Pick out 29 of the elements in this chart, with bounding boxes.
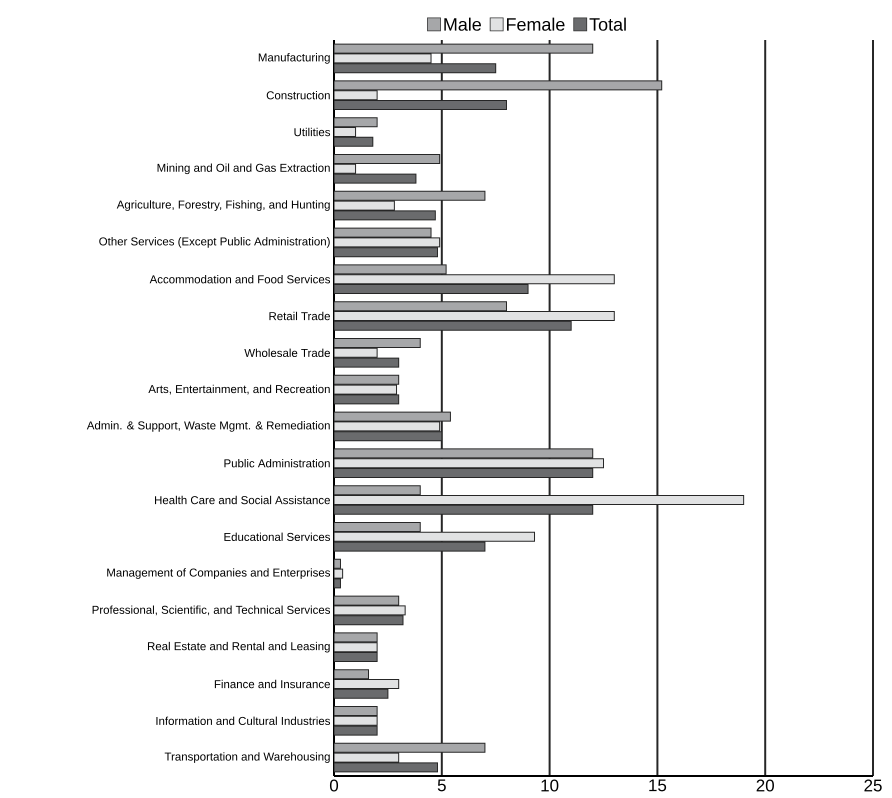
y-tick-label: Wholesale Trade (244, 348, 330, 357)
y-tick-label: Finance and Insurance (214, 680, 330, 688)
y-tick-label: Real Estate and Rental and Leasing (148, 642, 330, 653)
y-tick-label: Professional, Scientific, and Technical Services (92, 606, 330, 616)
y-tick-label: Construction (266, 90, 330, 100)
y-tick-label: Utilities (294, 128, 330, 136)
y-tick-label: Retail Trade (269, 312, 330, 320)
y-tick-label: Information and Cultural Industries (156, 716, 330, 725)
legend-label: Male (444, 18, 481, 31)
x-tick-label: 5 (438, 780, 446, 792)
y-tick-label: Admin. & Support, Waste Mgmt. & Remediation (86, 421, 330, 432)
legend-label: Female (507, 18, 565, 31)
x-tick-label: 20 (756, 780, 774, 792)
x-tick-label: 10 (541, 780, 558, 792)
y-tick-label: Manufacturing (258, 53, 330, 64)
x-tick-label: 15 (649, 780, 666, 792)
x-tick-label: 0 (330, 780, 338, 792)
y-tick-label: Other Services (Except Public Administration) (99, 237, 330, 248)
y-tick-label: Management of Companies and Enterprises (107, 568, 330, 579)
y-tick-label: Accommodation and Food Services (150, 274, 330, 284)
y-tick-label: Educational Services (224, 532, 330, 541)
y-tick-label: Agriculture, Forestry, Fishing, and Hunting (116, 200, 330, 211)
y-tick-label: Public Administration (224, 458, 330, 468)
y-tick-label: Health Care and Social Assistance (155, 496, 330, 504)
y-tick-label: Mining and Oil and Gas Extraction (158, 163, 330, 174)
y-tick-label: Arts, Entertainment, and Recreation (148, 384, 330, 394)
y-tick-label: Transportation and Warehousing (164, 752, 330, 763)
legend-label: Total (590, 18, 626, 31)
x-tick-label: 25 (864, 780, 882, 792)
